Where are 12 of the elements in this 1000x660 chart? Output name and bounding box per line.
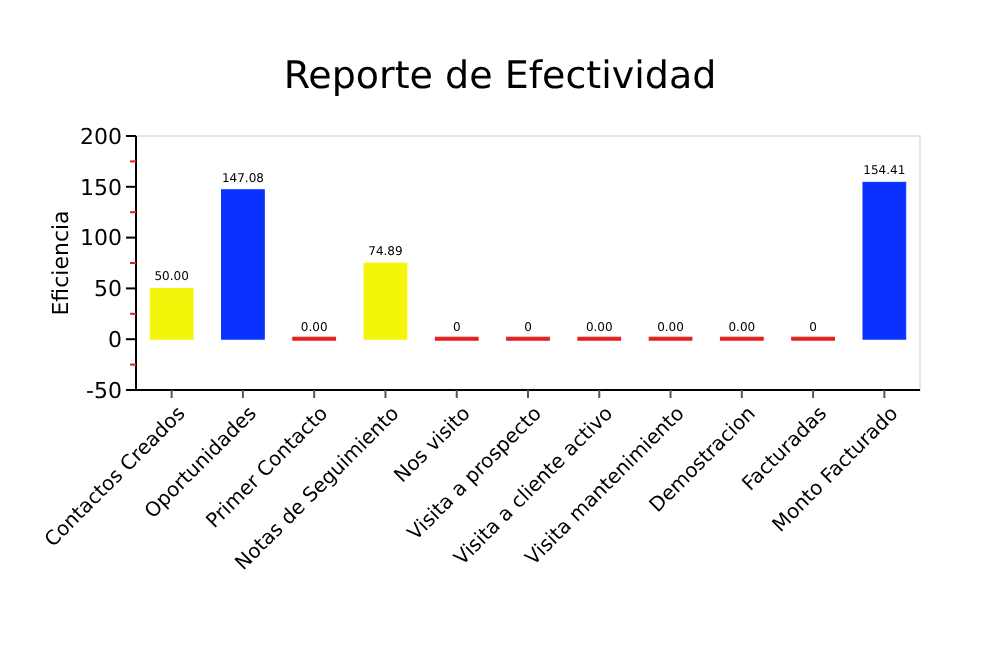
bar (363, 262, 408, 340)
y-tick-label: -50 (86, 377, 122, 404)
bar (862, 181, 907, 340)
y-tick-label: 150 (80, 174, 122, 201)
y-tick-label: 50 (94, 276, 122, 303)
bar (149, 287, 194, 340)
y-tick-label: 200 (80, 123, 122, 150)
bar (221, 189, 265, 340)
chart-title: Reporte de Efectividad (283, 54, 717, 98)
y-tick-label: 100 (80, 225, 122, 252)
y-tick-label: 0 (108, 326, 122, 353)
y-axis-title: Eficiencia (48, 210, 74, 316)
